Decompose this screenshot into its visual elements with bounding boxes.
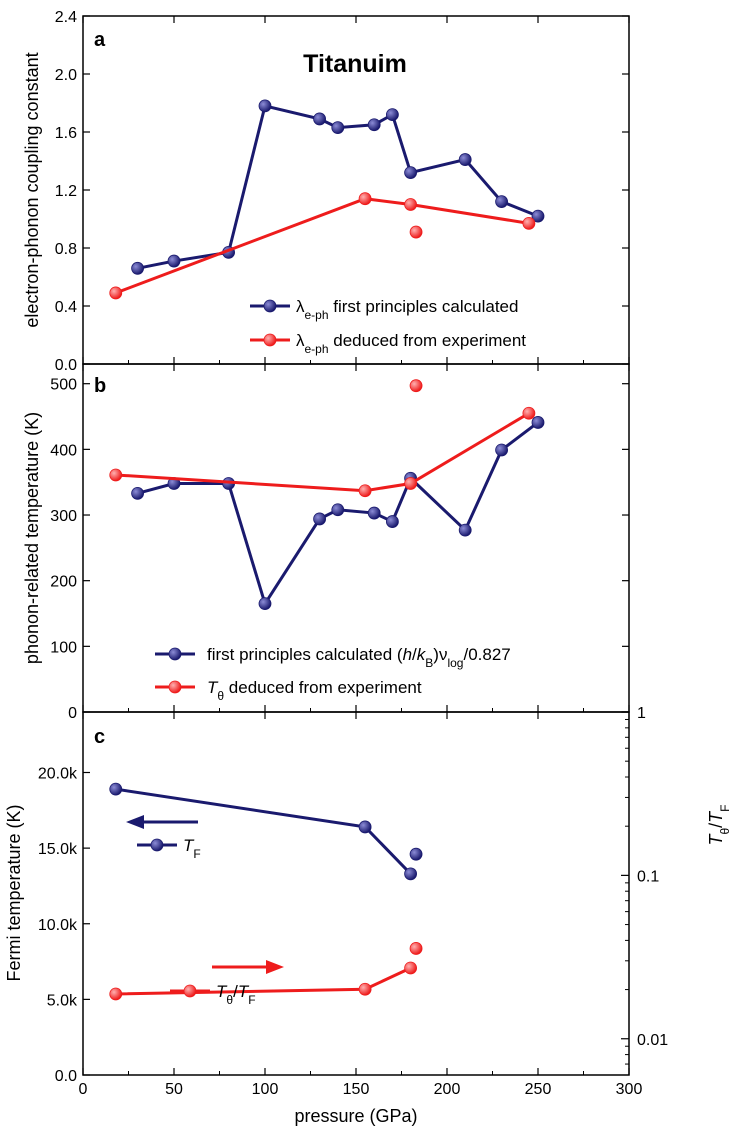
x-tick-label: 200 (434, 1081, 461, 1098)
data-point-0-0-9 (458, 153, 472, 166)
legend-b-exp-marker (168, 680, 182, 694)
data-point-0-0-8 (404, 166, 418, 180)
data-point-1-0-9 (458, 523, 472, 537)
panel-label-a: a (94, 29, 106, 51)
legend-c-ratio-label: Tθ/TF (216, 982, 256, 1007)
x-tick-label: 250 (525, 1081, 552, 1098)
data-point-1-0-10 (495, 443, 509, 457)
y-tick-label-1: 300 (50, 508, 77, 525)
y-tick-label-0: 1.2 (55, 183, 77, 200)
legend-c-tf-label: TF (183, 836, 201, 861)
panel-label-c: c (94, 726, 105, 748)
chart-marks: 0 50 100 150 200 250 300 0.0 0.4 0.8 1.2 1.6 2.0 2.4 0… (38, 9, 732, 1098)
chart-title: Titanuim (303, 50, 407, 78)
data-point-1-0-6 (367, 506, 381, 520)
data-point-0-0-7 (385, 108, 399, 121)
data-point-c-0-2 (404, 867, 418, 881)
data-point-0-0-3 (258, 99, 272, 113)
left-axis-arrowhead (126, 815, 144, 829)
data-point-0-1-1 (358, 192, 372, 206)
x-tick-label: 150 (343, 1081, 370, 1098)
y-tick-label-c: 5.0k (47, 992, 78, 1009)
legend-a-exp-label: λe-ph deduced from experiment (296, 331, 526, 356)
y2-tick-label: 1 (637, 705, 646, 722)
data-point-1-0-4 (313, 512, 327, 526)
data-point-1-0-0 (131, 486, 145, 500)
y-tick-label-c: 10.0k (38, 917, 78, 934)
data-point-c-0-0 (109, 782, 123, 796)
panel-label-b: b (94, 375, 106, 397)
y-tick-label-1: 200 (50, 574, 77, 591)
data-point-extra-1-1-0 (409, 379, 423, 393)
y-tick-label-c: 0.0 (55, 1068, 77, 1085)
legend-c-tf-marker (150, 838, 164, 852)
y-tick-label-1: 400 (50, 442, 77, 459)
y-tick-label-1: 100 (50, 639, 77, 656)
data-point-1-0-11 (531, 416, 545, 429)
data-point-c-1-1 (358, 982, 372, 996)
x-axis-label: pressure (GPa) (294, 1106, 417, 1126)
series-line-1-1 (115, 411, 530, 493)
data-point-c-1-0 (109, 987, 123, 1001)
data-point-extra-c-1-0 (409, 942, 423, 955)
data-point-1-0-7 (385, 515, 399, 528)
x-tick-label: 50 (165, 1081, 183, 1098)
panel-c-frame (82, 711, 630, 1076)
y-tick-label-0: 0.0 (55, 357, 77, 374)
y-tick-label-1: 0 (68, 705, 77, 722)
legend-b-calc-marker (168, 647, 182, 661)
data-point-c-0-1 (358, 820, 372, 834)
data-point-0-1-0 (109, 286, 123, 300)
legend-b-exp-label: Tθ deduced from experiment (207, 678, 422, 703)
data-point-0-0-4 (313, 112, 327, 126)
data-point-extra-0-1-0 (409, 225, 423, 239)
data-point-0-0-6 (367, 118, 381, 132)
x-tick-label: 100 (252, 1081, 279, 1098)
y-tick-label-1: 500 (50, 377, 77, 394)
y-tick-label-0: 1.6 (55, 125, 77, 142)
legend-a-calc-marker (263, 299, 277, 313)
data-point-0-1-2 (404, 198, 418, 211)
data-point-1-0-5 (331, 503, 345, 517)
y-tick-label-0: 0.4 (55, 299, 77, 316)
panel-c-y2label: Tθ/TF (706, 804, 732, 845)
y2-tick-label: 0.01 (637, 1032, 668, 1049)
legend-a-exp-marker (263, 333, 277, 347)
series-line-0-1 (115, 197, 530, 295)
legend-b-calc-label: first principles calculated (h/kB)νlog/0… (207, 645, 511, 670)
data-point-1-1-2 (404, 477, 418, 490)
legend-a-calc-label: λe-ph first principles calculated (296, 297, 518, 322)
data-point-0-0-0 (131, 261, 145, 275)
right-axis-arrowhead (266, 960, 284, 974)
panel-b-ylabel: phonon-related temperature (K) (22, 412, 42, 664)
data-point-0-0-11 (531, 209, 545, 223)
x-tick-label: 0 (79, 1081, 88, 1098)
data-point-0-0-5 (331, 121, 345, 135)
panel-c-ylabel: Fermi temperature (K) (4, 804, 24, 981)
y-tick-label-0: 2.4 (55, 9, 77, 26)
series-line-1-0 (137, 421, 539, 608)
x-tick-label: 300 (616, 1081, 643, 1098)
data-point-0-1-3 (522, 216, 536, 230)
y-tick-label-c: 20.0k (38, 766, 78, 783)
data-point-extra-c-0-0 (409, 847, 423, 861)
data-point-1-1-1 (358, 484, 372, 498)
y-tick-label-0: 2.0 (55, 67, 77, 84)
panel-a-ylabel: electron-phonon coupling constant (22, 52, 42, 327)
y-tick-label-0: 0.8 (55, 241, 77, 258)
y2-tick-label: 0.1 (637, 868, 659, 885)
data-point-0-0-1 (167, 254, 181, 268)
data-point-1-1-3 (522, 406, 536, 420)
data-point-1-0-3 (258, 597, 272, 611)
data-point-c-1-2 (404, 961, 418, 975)
y-tick-label-c: 15.0k (38, 841, 78, 858)
legend-c-ratio-marker (183, 984, 197, 998)
data-point-0-0-10 (495, 195, 509, 209)
data-point-1-1-0 (109, 468, 123, 482)
